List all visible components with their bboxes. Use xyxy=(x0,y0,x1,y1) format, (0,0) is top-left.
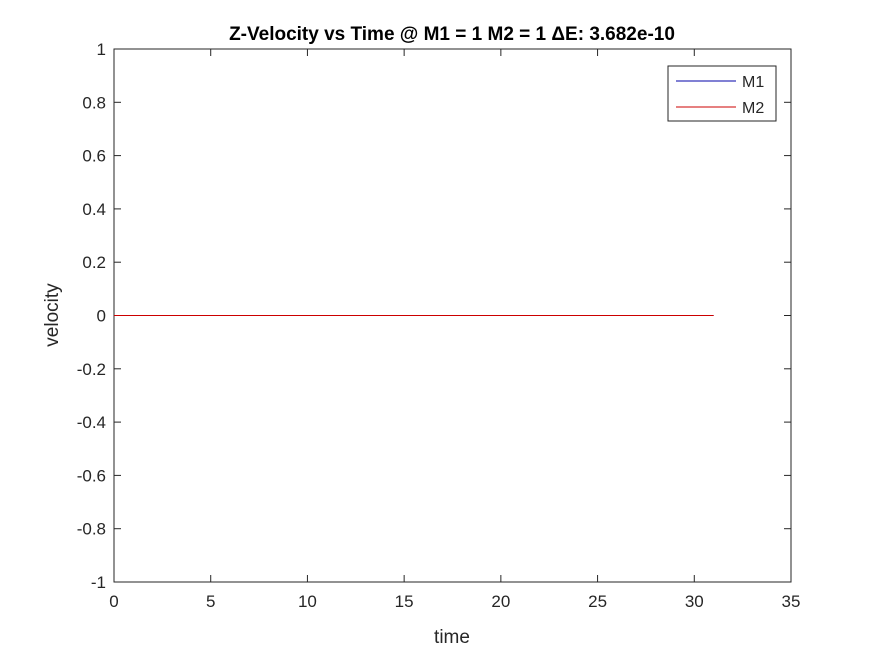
x-tick-label: 15 xyxy=(395,592,414,611)
x-tick-label: 0 xyxy=(109,592,118,611)
x-axis-ticks: 0 5 10 15 20 25 30 35 xyxy=(109,49,800,611)
y-tick-label: -0.6 xyxy=(77,466,106,485)
x-tick-label: 10 xyxy=(298,592,317,611)
legend-box xyxy=(667,65,777,122)
legend: M1 M2 xyxy=(667,65,777,122)
x-tick-label: 30 xyxy=(685,592,704,611)
legend-label-m2: M2 xyxy=(742,100,764,117)
x-tick-label: 25 xyxy=(588,592,607,611)
legend-label-m1: M1 xyxy=(742,74,764,91)
x-tick-label: 5 xyxy=(206,592,215,611)
y-tick-label: 1 xyxy=(97,40,106,59)
y-tick-label: -0.2 xyxy=(77,360,106,379)
y-tick-label: 0 xyxy=(97,307,106,326)
y-tick-label: 0.6 xyxy=(82,147,106,166)
y-tick-label: 0.2 xyxy=(82,253,106,272)
x-tick-label: 20 xyxy=(491,592,510,611)
chart-title: Z-Velocity vs Time @ M1 = 1 M2 = 1 ΔE: 3… xyxy=(229,24,675,45)
y-tick-label: -0.8 xyxy=(77,520,106,539)
y-tick-label: -0.4 xyxy=(77,413,106,432)
x-tick-label: 35 xyxy=(782,592,801,611)
y-tick-label: 0.8 xyxy=(82,93,106,112)
y-tick-label: -1 xyxy=(91,573,106,592)
y-tick-label: 0.4 xyxy=(82,200,106,219)
y-axis-label: velocity xyxy=(42,283,63,347)
x-axis-label: time xyxy=(434,627,470,648)
